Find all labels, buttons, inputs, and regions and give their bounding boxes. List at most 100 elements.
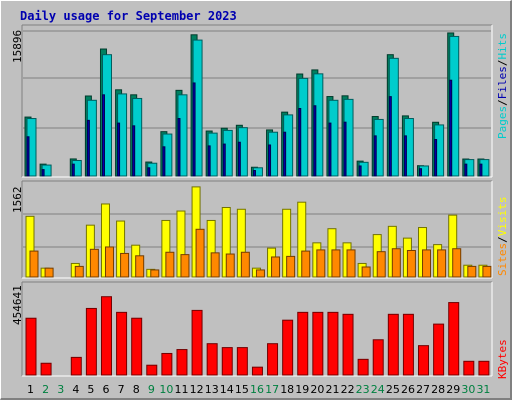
bar-files — [358, 165, 362, 177]
bar-files — [132, 125, 136, 177]
bar-files — [237, 141, 241, 177]
bar-kbytes — [206, 343, 218, 376]
bar-kbytes — [357, 358, 369, 376]
x-tick-label: 17 — [265, 383, 279, 396]
bar-files — [252, 170, 256, 177]
bar-kbytes — [297, 311, 309, 376]
bar-sites — [316, 249, 326, 278]
bar-kbytes — [327, 311, 339, 376]
bar-kbytes — [251, 366, 263, 376]
bar-sites — [346, 249, 356, 278]
bar-kbytes — [402, 313, 414, 376]
bar-files — [434, 139, 438, 177]
bar-files — [403, 135, 407, 177]
legend-hits-pages-files: Pages/Files/Hits — [496, 33, 509, 139]
x-tick-label: 26 — [401, 383, 415, 396]
bar-files — [207, 145, 211, 177]
bar-sites — [255, 269, 265, 278]
bar-sites — [135, 255, 145, 278]
x-tick-label: 1 — [27, 383, 34, 396]
x-tick-label: 3 — [57, 383, 64, 396]
bar-files — [283, 131, 287, 177]
bar-sites — [165, 251, 175, 278]
x-tick-label: 29 — [446, 383, 460, 396]
bar-files — [71, 163, 75, 177]
bar-sites — [210, 252, 220, 278]
x-tick-label: 10 — [159, 383, 173, 396]
x-tick-label: 14 — [220, 383, 234, 396]
bar-kbytes — [161, 352, 173, 376]
bar-sites — [437, 249, 447, 278]
bar-files — [192, 82, 196, 177]
bar-files — [298, 107, 302, 177]
bar-kbytes — [236, 347, 248, 376]
bar-kbytes — [282, 319, 294, 376]
x-tick-label: 12 — [190, 383, 204, 396]
x-tick-label: 16 — [250, 383, 264, 396]
bar-kbytes — [267, 343, 279, 376]
bar-sites — [286, 255, 296, 278]
bar-files — [373, 135, 377, 177]
bar-sites — [376, 251, 386, 278]
x-tick-label: 28 — [431, 383, 445, 396]
bar-kbytes — [463, 360, 475, 376]
bar-sites — [467, 265, 477, 278]
bar-sites — [271, 256, 281, 278]
x-tick-label: 15 — [235, 383, 249, 396]
bar-files — [313, 105, 317, 177]
bar-files — [388, 96, 392, 177]
bar-kbytes — [131, 317, 143, 376]
bar-kbytes — [85, 307, 97, 376]
x-tick-label: 7 — [118, 383, 125, 396]
bar-files — [86, 119, 90, 177]
bar-sites — [44, 267, 54, 278]
x-tick-label: 8 — [133, 383, 140, 396]
bar-files — [268, 144, 272, 177]
bar-sites — [301, 250, 311, 278]
x-tick-label: 6 — [103, 383, 110, 396]
x-tick-label: 31 — [476, 383, 490, 396]
bar-files — [479, 163, 483, 177]
bar-files — [449, 79, 453, 177]
x-tick-label: 5 — [87, 383, 94, 396]
legend-sep: / — [496, 59, 509, 67]
bar-sites — [150, 269, 160, 278]
legend-sep: / — [496, 99, 509, 106]
bar-kbytes — [448, 302, 460, 376]
ymax-kbytes: 454641 — [11, 285, 24, 325]
x-tick-label: 27 — [416, 383, 430, 396]
x-tick-label: 21 — [325, 383, 339, 396]
bar-kbytes — [433, 323, 445, 376]
bar-files — [177, 118, 181, 177]
bar-files — [328, 122, 332, 177]
bar-files — [101, 94, 105, 177]
bar-files — [162, 146, 166, 177]
bar-files — [222, 143, 226, 177]
legend-sites: Sites — [496, 242, 509, 276]
legend-hits: Hits — [496, 33, 509, 60]
bar-sites — [180, 254, 190, 278]
bar-files — [343, 121, 347, 177]
bar-sites — [29, 250, 39, 278]
legend-sites-visits: Sites/Visits — [496, 197, 509, 277]
bar-files — [117, 122, 121, 177]
x-tick-label: 2 — [42, 383, 49, 396]
bar-kbytes — [312, 311, 324, 376]
bar-kbytes — [70, 356, 82, 376]
bar-sites — [391, 248, 401, 278]
legend-kbytes: KBytes — [496, 339, 509, 379]
bar-files — [464, 163, 468, 177]
bar-kbytes — [116, 311, 128, 376]
bar-kbytes — [176, 349, 188, 376]
bar-sites — [482, 265, 492, 278]
bar-sites — [452, 248, 462, 278]
bar-sites — [74, 265, 84, 278]
bar-kbytes — [342, 313, 354, 376]
x-tick-label: 23 — [356, 383, 370, 396]
bar-sites — [331, 249, 341, 278]
bar-kbytes — [221, 347, 233, 376]
bar-kbytes — [146, 364, 158, 376]
legend-sep: / — [496, 236, 509, 243]
